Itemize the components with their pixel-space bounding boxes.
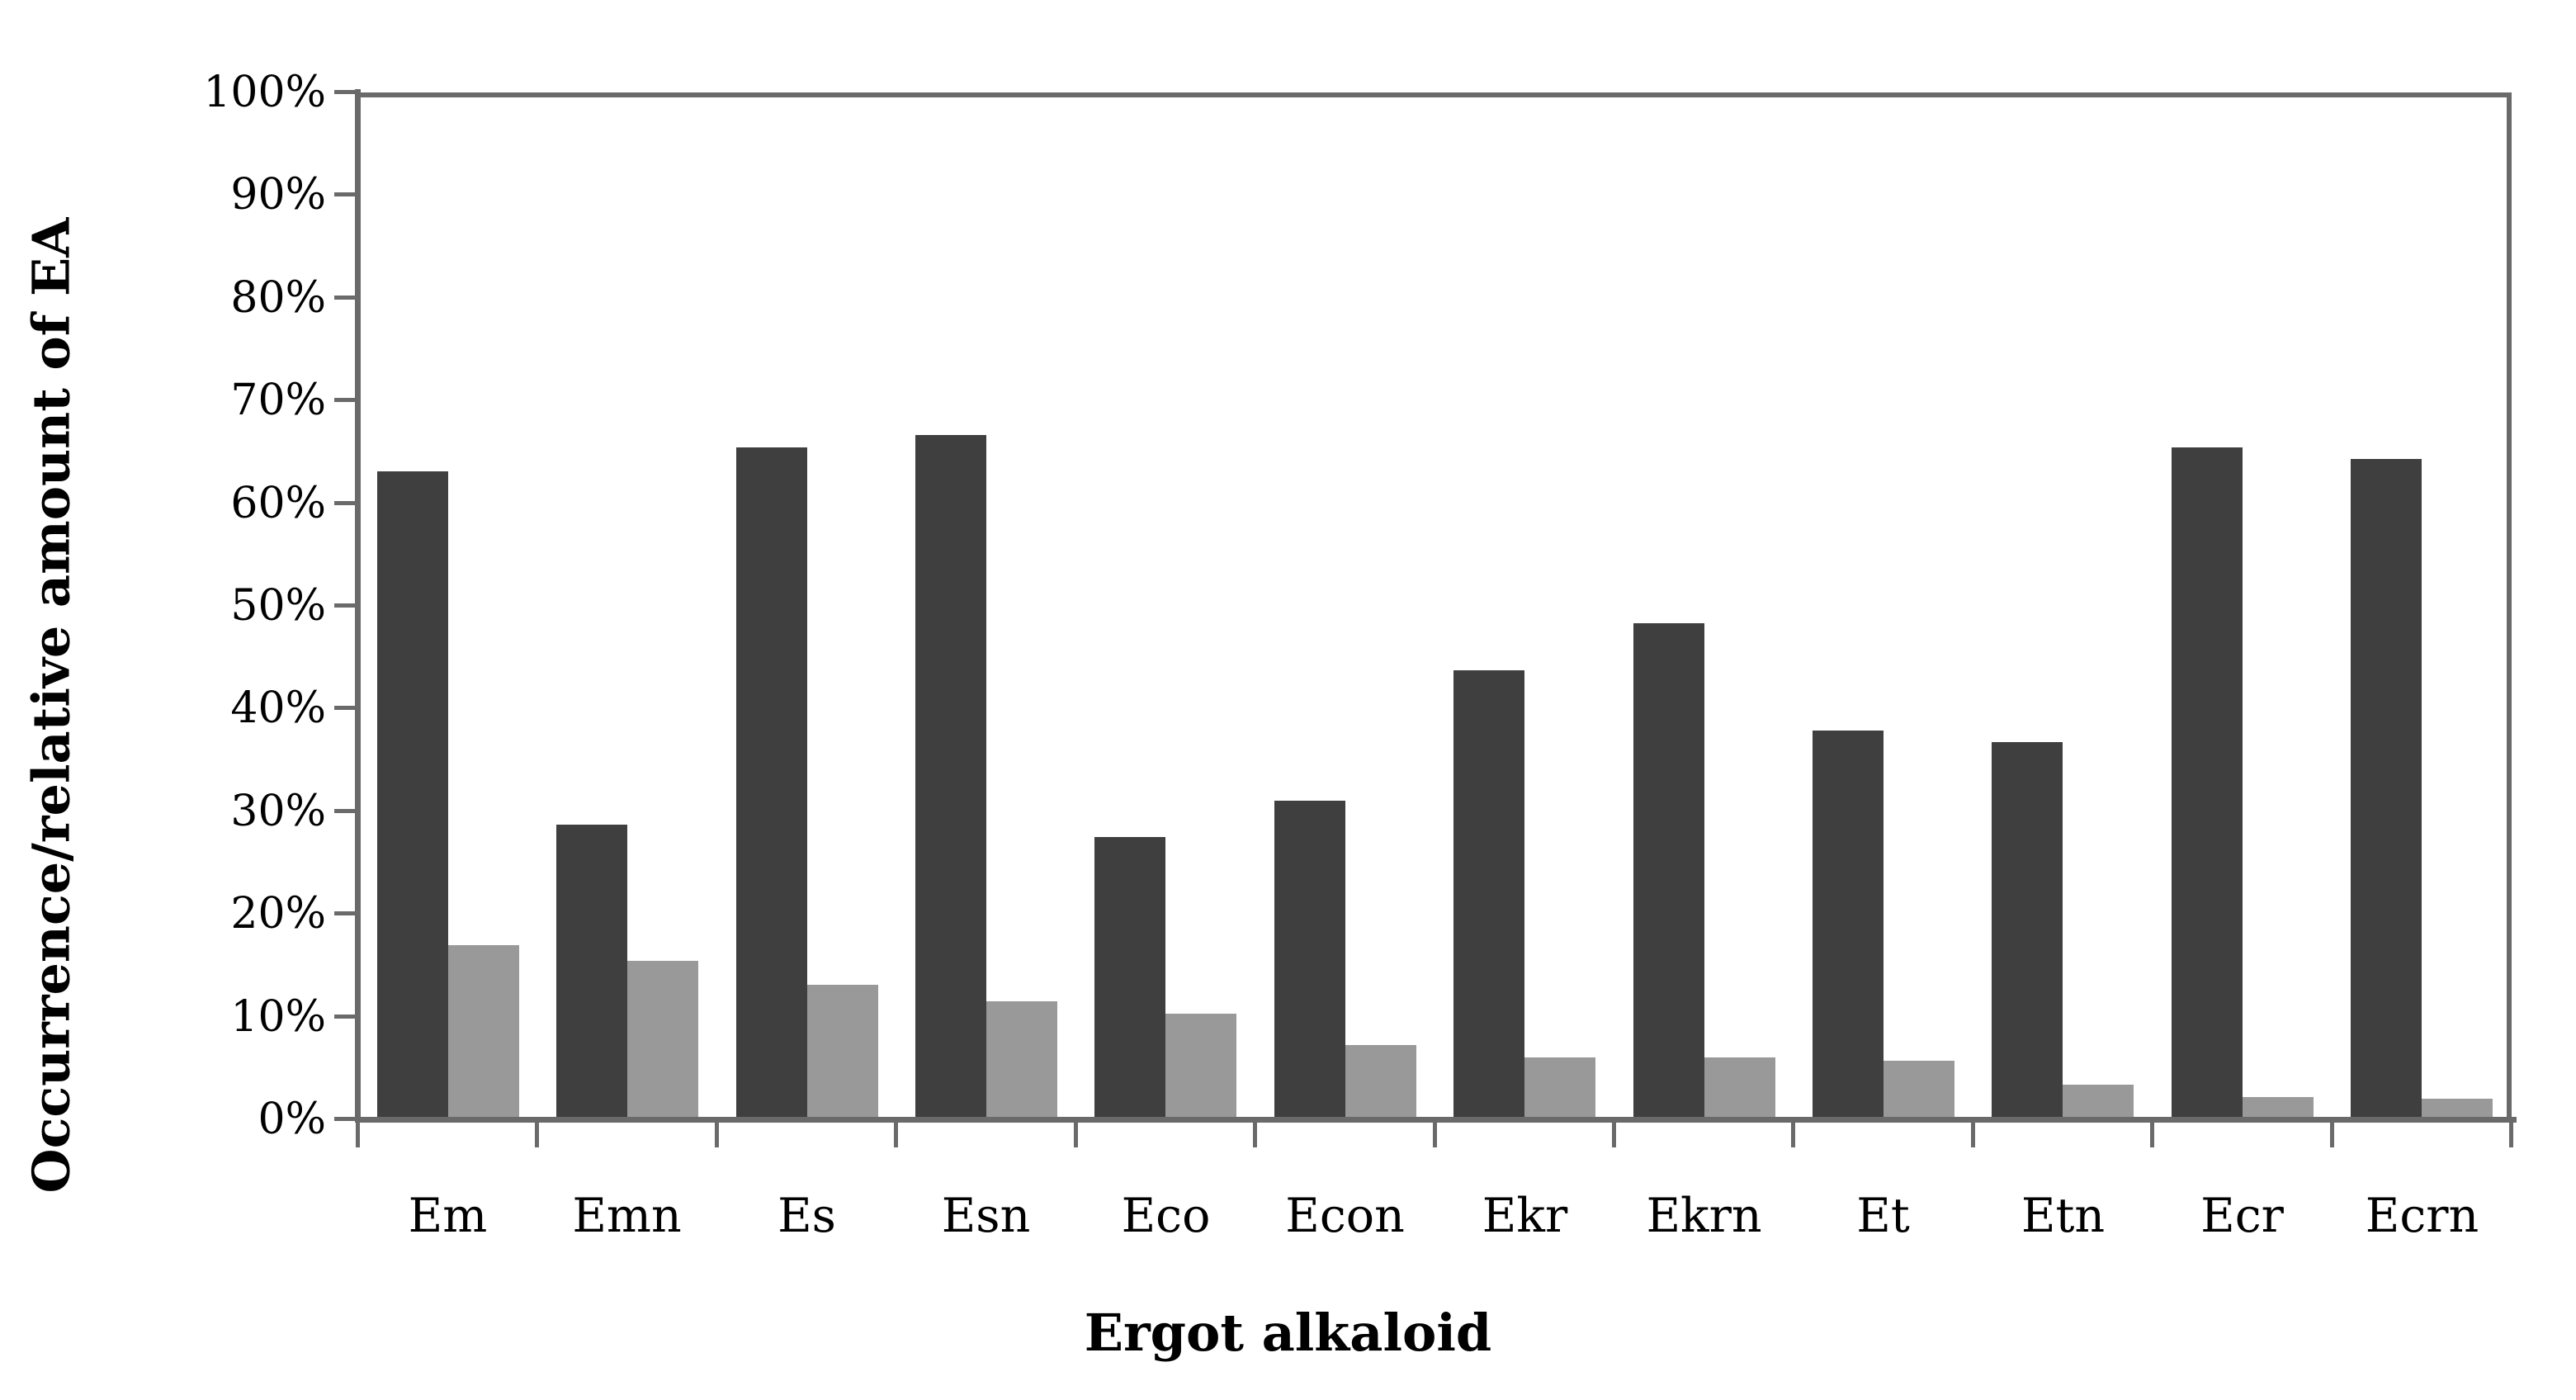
y-tick-label-40%: 40% <box>230 683 326 733</box>
bar-light-Ecr <box>2243 1097 2314 1119</box>
bar-light-Es <box>807 985 878 1119</box>
y-tick-label-50%: 50% <box>230 581 326 631</box>
x-category-label-Em: Em <box>408 1189 488 1243</box>
bar-dark-Ecrn <box>2351 459 2422 1119</box>
y-tick-90% <box>334 192 358 196</box>
x-category-label-Eco: Eco <box>1121 1189 1211 1243</box>
x-category-label-Ekr: Ekr <box>1482 1189 1568 1243</box>
y-tick-label-30%: 30% <box>230 787 326 836</box>
x-tick-4 <box>1074 1123 1078 1147</box>
bar-dark-Ekr <box>1453 670 1524 1119</box>
x-category-label-Ecr: Ecr <box>2200 1189 2284 1243</box>
bar-light-Etn <box>2063 1085 2134 1119</box>
x-tick-2 <box>715 1123 719 1147</box>
y-tick-100% <box>334 90 358 94</box>
y-tick-70% <box>334 398 358 402</box>
bar-dark-Ekrn <box>1633 623 1704 1119</box>
y-tick-label-60%: 60% <box>230 479 326 528</box>
bar-dark-Ecr <box>2172 447 2243 1119</box>
bar-light-Ecrn <box>2422 1099 2493 1119</box>
bar-light-Et <box>1884 1061 1954 1119</box>
bar-light-Esn <box>986 1001 1057 1119</box>
y-tick-0% <box>334 1117 358 1121</box>
x-tick-1 <box>535 1123 539 1147</box>
x-tick-5 <box>1253 1123 1257 1147</box>
bar-dark-Emn <box>556 825 627 1119</box>
x-axis-title: Ergot alkaloid <box>1084 1303 1492 1363</box>
x-category-label-Ekrn: Ekrn <box>1646 1189 1762 1243</box>
x-tick-10 <box>2150 1123 2154 1147</box>
plot-area <box>358 92 2512 1119</box>
bar-dark-Eco <box>1094 837 1165 1119</box>
bar-dark-Etn <box>1992 742 2063 1119</box>
x-tick-0 <box>356 1123 360 1147</box>
bar-light-Ekrn <box>1704 1057 1775 1119</box>
y-tick-label-20%: 20% <box>230 889 326 939</box>
bar-dark-Et <box>1813 731 1884 1119</box>
x-category-label-Et: Et <box>1856 1189 1910 1243</box>
y-tick-40% <box>334 706 358 710</box>
bar-dark-Esn <box>915 435 986 1119</box>
y-tick-label-10%: 10% <box>230 992 326 1042</box>
bar-light-Emn <box>627 961 698 1119</box>
bar-dark-Econ <box>1274 801 1345 1119</box>
y-tick-50% <box>334 603 358 608</box>
bar-light-Eco <box>1165 1014 1236 1119</box>
y-tick-label-100%: 100% <box>203 68 326 117</box>
y-tick-30% <box>334 809 358 813</box>
x-category-label-Emn: Emn <box>572 1189 682 1243</box>
y-tick-80% <box>334 296 358 300</box>
x-tick-12 <box>2509 1123 2513 1147</box>
x-tick-9 <box>1971 1123 1975 1147</box>
bar-light-Econ <box>1345 1045 1416 1119</box>
y-tick-label-80%: 80% <box>230 273 326 323</box>
x-category-label-Es: Es <box>778 1189 836 1243</box>
x-tick-11 <box>2330 1123 2334 1147</box>
bar-light-Ekr <box>1524 1057 1595 1119</box>
bar-dark-Es <box>736 447 807 1119</box>
bar-light-Em <box>448 945 519 1119</box>
x-category-label-Econ: Econ <box>1285 1189 1405 1243</box>
x-category-label-Ecrn: Ecrn <box>2365 1189 2479 1243</box>
x-tick-7 <box>1612 1123 1616 1147</box>
y-tick-label-70%: 70% <box>230 376 326 425</box>
y-axis-title: Occurrence/relative amount of EA <box>21 217 82 1194</box>
y-tick-10% <box>334 1015 358 1019</box>
x-tick-6 <box>1433 1123 1437 1147</box>
y-tick-20% <box>334 911 358 915</box>
x-category-label-Etn: Etn <box>2021 1189 2106 1243</box>
bar-dark-Em <box>377 471 448 1119</box>
x-axis-line <box>355 1117 2517 1123</box>
y-tick-label-90%: 90% <box>230 170 326 220</box>
x-tick-3 <box>894 1123 898 1147</box>
x-tick-8 <box>1791 1123 1795 1147</box>
y-tick-60% <box>334 501 358 505</box>
y-tick-label-0%: 0% <box>258 1095 327 1144</box>
x-category-label-Esn: Esn <box>941 1189 1031 1243</box>
